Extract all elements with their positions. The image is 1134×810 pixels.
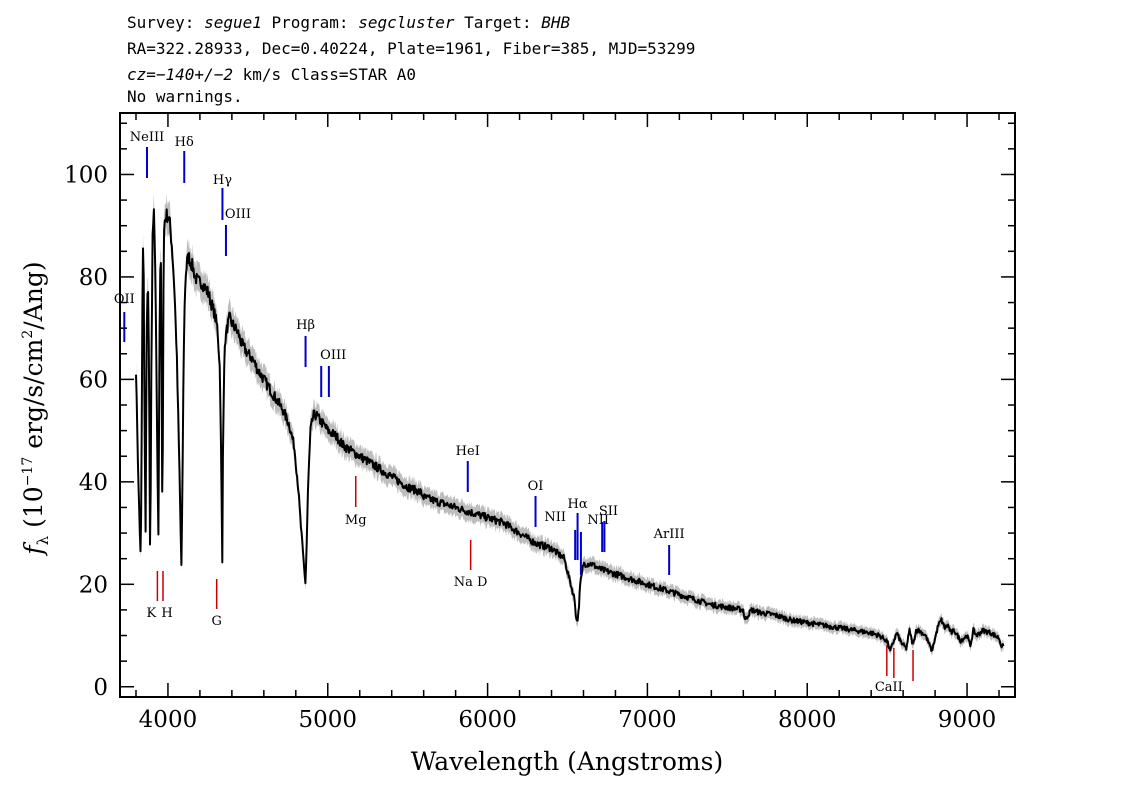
program-value: segcluster <box>358 13 455 32</box>
x-tick-label: 5000 <box>298 707 357 733</box>
flux-series-line <box>135 208 1005 652</box>
line-label: G <box>211 614 221 629</box>
header-line-warnings: No warnings. <box>127 87 243 106</box>
line-label: Hγ <box>213 173 232 188</box>
line-label: OI <box>528 479 544 494</box>
line-label: OIII <box>320 348 346 363</box>
line-label: OIII <box>225 207 251 222</box>
line-label: Mg <box>345 513 367 528</box>
y-tick-label: 0 <box>93 675 108 701</box>
x-tick-label: 4000 <box>139 707 198 733</box>
line-label: Hα <box>568 497 588 512</box>
x-tick-label: 8000 <box>778 707 837 733</box>
line-label: NII <box>544 510 566 525</box>
header-line-coordinates: RA=322.28933, Dec=0.40224, Plate=1961, F… <box>127 39 695 58</box>
line-label: K <box>147 606 157 621</box>
line-label: OII <box>114 292 135 307</box>
target-value: BHB <box>541 13 570 32</box>
header-line-survey: Survey: segue1 Program: segcluster Targe… <box>127 13 570 32</box>
header-line-redshift: cz=−140+/−2 km/s Class=STAR A0 <box>127 65 416 84</box>
plot-frame <box>119 112 1016 698</box>
line-label: Hβ <box>296 318 315 333</box>
line-label: NeIII <box>130 130 164 145</box>
y-tick-label: 20 <box>79 572 108 598</box>
axis-ticks: 4000 5000 6000 7000 8000 9000 0 20 40 60 80 100 <box>64 113 1015 733</box>
line-label: Na D <box>454 575 488 590</box>
spectral-line-markers: NeIII HδHγOIIIOIIHβOIIIHeIOINIIHαNIISIIAr… <box>114 130 914 695</box>
y-tick-label: 60 <box>79 367 108 393</box>
y-tick-label: 100 <box>64 162 108 188</box>
x-tick-label: 7000 <box>618 707 677 733</box>
x-axis-title: Wavelength (Angstroms) <box>411 747 723 776</box>
line-label: HeI <box>456 444 480 459</box>
x-tick-label: 9000 <box>938 707 997 733</box>
line-label: Hδ <box>175 135 194 150</box>
line-label: CaII <box>875 680 903 695</box>
y-axis-title: fλ (10−17 erg/s/cm2/Ang) <box>19 261 52 556</box>
x-tick-label: 6000 <box>458 707 517 733</box>
line-label: ArIII <box>653 527 685 542</box>
plot-area: NeIII HδHγOIIIOIIHβOIIIHeIOINIIHαNIISIIAr… <box>114 130 1005 695</box>
y-tick-label: 40 <box>79 470 108 496</box>
y-tick-label: 80 <box>79 265 108 291</box>
line-label: H <box>161 606 172 621</box>
survey-value: segue1 <box>204 13 262 32</box>
line-label: SII <box>599 504 618 519</box>
